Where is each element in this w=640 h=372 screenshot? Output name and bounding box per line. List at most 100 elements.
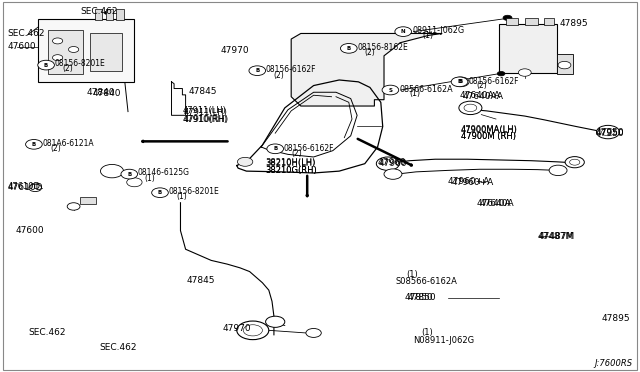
Text: (2): (2) — [365, 48, 376, 57]
Text: B: B — [255, 68, 259, 73]
Text: 47895: 47895 — [560, 19, 589, 28]
Text: 47850: 47850 — [408, 293, 436, 302]
Circle shape — [237, 321, 269, 340]
Text: J:7600RS: J:7600RS — [594, 359, 632, 368]
Bar — [80, 197, 96, 204]
Circle shape — [384, 169, 402, 179]
Text: 47487M: 47487M — [538, 232, 574, 241]
Circle shape — [549, 165, 567, 176]
Text: 38210H(LH): 38210H(LH) — [266, 159, 316, 168]
Text: 08156-8162E: 08156-8162E — [357, 43, 408, 52]
Circle shape — [382, 85, 399, 95]
Text: 47911(LH): 47911(LH) — [182, 106, 227, 115]
Bar — [90, 33, 122, 71]
Circle shape — [340, 44, 357, 53]
Text: 08156-6162F: 08156-6162F — [284, 144, 334, 153]
Circle shape — [152, 188, 168, 198]
Circle shape — [100, 164, 124, 178]
Text: SEC.462: SEC.462 — [8, 29, 45, 38]
Text: 47600: 47600 — [8, 42, 36, 51]
Bar — [499, 24, 557, 73]
Text: (2): (2) — [62, 64, 73, 73]
Text: B: B — [44, 62, 48, 68]
Text: 47970: 47970 — [222, 324, 251, 333]
Text: 08146-6125G: 08146-6125G — [138, 169, 189, 177]
Text: 47960+A: 47960+A — [448, 177, 490, 186]
Text: SEC.462: SEC.462 — [81, 7, 118, 16]
Text: 08156-8201E: 08156-8201E — [54, 60, 105, 68]
Bar — [95, 9, 102, 20]
Text: 47600: 47600 — [16, 226, 45, 235]
Text: (1): (1) — [406, 270, 417, 279]
Text: (1): (1) — [410, 89, 420, 98]
Text: 47640A: 47640A — [480, 199, 515, 208]
Text: 47840: 47840 — [86, 88, 115, 97]
Circle shape — [121, 169, 138, 179]
Text: B: B — [459, 79, 463, 84]
Circle shape — [68, 46, 79, 52]
Text: (1): (1) — [422, 31, 433, 40]
Text: (2): (2) — [50, 144, 61, 153]
Circle shape — [565, 157, 584, 168]
Text: 47640AA: 47640AA — [462, 92, 503, 101]
Text: 38210H(LH): 38210H(LH) — [266, 158, 316, 167]
Circle shape — [452, 77, 469, 87]
Text: 47850: 47850 — [404, 293, 433, 302]
Circle shape — [237, 157, 253, 166]
Text: 47950: 47950 — [595, 128, 624, 137]
Polygon shape — [291, 33, 442, 106]
Circle shape — [29, 184, 42, 192]
Circle shape — [38, 60, 54, 70]
Text: 38210G(RH): 38210G(RH) — [266, 166, 317, 175]
Circle shape — [243, 325, 262, 336]
Text: 47610D: 47610D — [8, 183, 43, 192]
Text: B: B — [347, 46, 351, 51]
Text: B: B — [273, 146, 277, 151]
Bar — [106, 9, 113, 20]
Text: S: S — [388, 87, 392, 93]
Text: SEC.462: SEC.462 — [29, 328, 67, 337]
Text: 47910(RH): 47910(RH) — [184, 115, 229, 124]
Text: 47911(LH): 47911(LH) — [184, 108, 228, 117]
Circle shape — [558, 61, 571, 69]
Circle shape — [518, 69, 531, 76]
Circle shape — [602, 128, 614, 136]
Text: (2): (2) — [273, 71, 284, 80]
Text: N: N — [401, 29, 406, 34]
Text: 47900M (RH): 47900M (RH) — [461, 132, 516, 141]
Circle shape — [503, 15, 512, 20]
Text: 47960: 47960 — [378, 158, 406, 167]
Text: 47640A: 47640A — [477, 199, 511, 208]
Text: 47840: 47840 — [93, 89, 122, 97]
Text: 47910(RH): 47910(RH) — [182, 115, 228, 124]
Text: B: B — [127, 171, 131, 177]
Circle shape — [67, 203, 80, 210]
Circle shape — [376, 157, 399, 170]
Text: 08156-6162F: 08156-6162F — [468, 77, 519, 86]
Text: (1): (1) — [145, 174, 156, 183]
Text: 081A6-6121A: 081A6-6121A — [42, 139, 94, 148]
Circle shape — [596, 125, 620, 139]
Circle shape — [459, 101, 482, 115]
Text: 47970: 47970 — [221, 46, 250, 55]
Text: 47900M (RH): 47900M (RH) — [461, 132, 516, 141]
Bar — [544, 18, 554, 25]
Text: 47900MA(LH): 47900MA(LH) — [461, 125, 518, 134]
Bar — [38, 19, 134, 82]
Circle shape — [266, 316, 285, 327]
Bar — [506, 18, 518, 25]
Text: (1): (1) — [176, 192, 187, 201]
Circle shape — [267, 144, 284, 154]
Circle shape — [52, 38, 63, 44]
Text: B: B — [158, 190, 162, 195]
Text: S08566-6162A: S08566-6162A — [396, 278, 458, 286]
Circle shape — [306, 328, 321, 337]
Text: 47845: 47845 — [187, 276, 216, 285]
Text: SEC.462: SEC.462 — [99, 343, 137, 352]
Circle shape — [249, 66, 266, 76]
Text: 08156-6162F: 08156-6162F — [266, 65, 316, 74]
Text: 08566-6162A: 08566-6162A — [399, 85, 453, 94]
Circle shape — [497, 71, 505, 76]
Circle shape — [464, 104, 477, 112]
Text: 47845: 47845 — [189, 87, 218, 96]
